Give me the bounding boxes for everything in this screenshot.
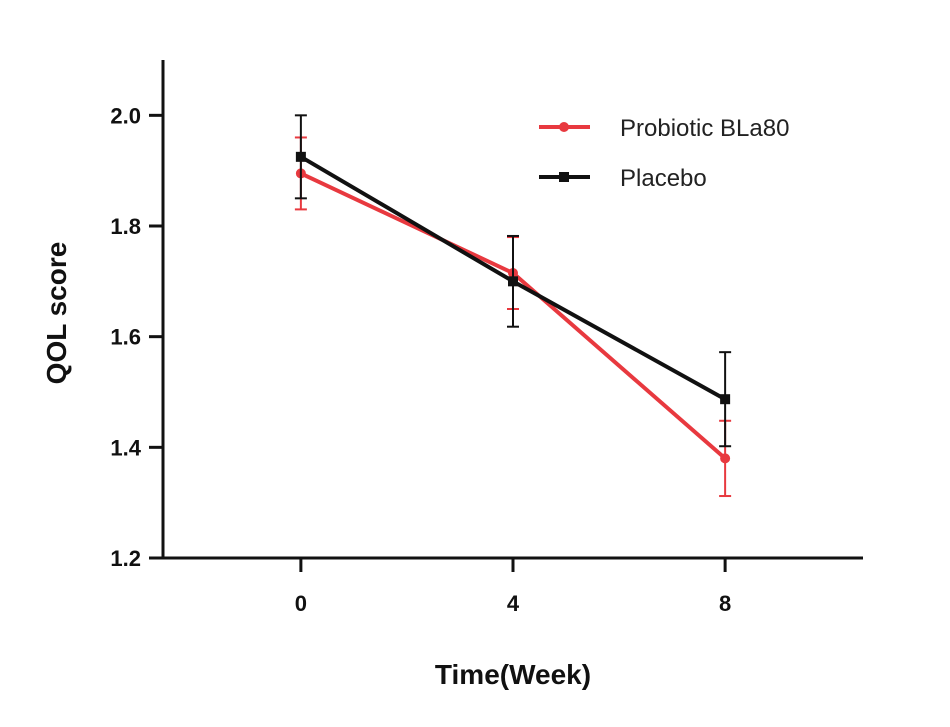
data-point [720,394,731,405]
legend: Probiotic BLa80 Placebo [539,115,789,192]
y-tick-label: 1.4 [110,435,141,460]
legend-label: Placebo [620,165,707,192]
y-tick-label: 2.0 [110,103,141,128]
series-2 [294,114,732,448]
y-axis-title: QOL score [41,242,72,385]
axes: 1.2 1.4 1.6 1.8 2.0 0 4 8 [110,60,863,616]
x-tick-label: 8 [719,591,731,616]
legend-marker [559,122,569,132]
x-tick-label: 0 [295,591,307,616]
y-ticks: 1.2 1.4 1.6 1.8 2.0 [110,103,163,571]
x-tick-label: 4 [507,591,520,616]
y-tick-label: 1.8 [110,214,141,239]
series-layer [294,114,732,498]
data-point [295,151,306,162]
legend-item: Placebo [539,165,707,192]
data-point [508,276,518,287]
x-ticks: 0 4 8 [295,558,731,616]
legend-label: Probiotic BLa80 [620,115,789,142]
y-tick-label: 1.2 [110,546,141,571]
legend-item: Probiotic BLa80 [539,115,789,142]
y-tick-label: 1.6 [110,325,141,350]
data-point [720,453,731,464]
x-axis-title: Time(Week) [435,659,591,690]
legend-marker [559,172,569,182]
